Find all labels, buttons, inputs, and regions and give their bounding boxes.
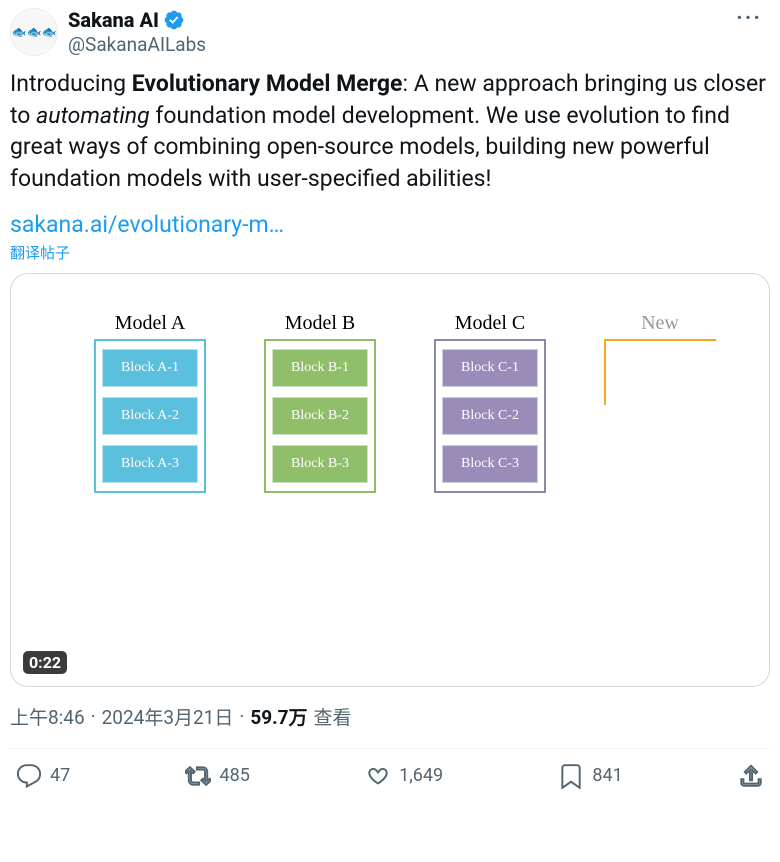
- model-block: Block B-2: [272, 397, 368, 435]
- more-options-button[interactable]: ···: [728, 8, 770, 29]
- model-title: Model B: [285, 312, 356, 335]
- tweet-container: 🐟🐟🐟 Sakana AI @SakanaAILabs ··· Introduc…: [0, 0, 780, 803]
- retweet-button[interactable]: 485: [185, 763, 249, 789]
- external-link[interactable]: sakana.ai/evolutionary-m…: [10, 211, 284, 238]
- model-title: Model C: [455, 312, 526, 335]
- avatar-image: 🐟🐟🐟: [12, 26, 57, 38]
- text-bold: Evolutionary Model Merge: [132, 70, 403, 97]
- model-block: Block A-3: [102, 445, 198, 483]
- action-bar: 47 485 1,649 841: [10, 749, 770, 803]
- diagram: Model A Block A-1 Block A-2 Block A-3 Mo…: [11, 274, 769, 686]
- dot-separator: ·: [239, 705, 244, 728]
- bookmark-button[interactable]: 841: [558, 763, 622, 789]
- like-button[interactable]: 1,649: [365, 763, 443, 789]
- model-block: Block A-2: [102, 397, 198, 435]
- model-block: Block C-3: [442, 445, 538, 483]
- model-block: Block B-3: [272, 445, 368, 483]
- model-column-c: Model C Block C-1 Block C-2 Block C-3: [431, 312, 549, 493]
- share-button[interactable]: [738, 763, 764, 789]
- dot-separator: ·: [91, 705, 96, 728]
- like-count: 1,649: [399, 765, 443, 786]
- text-italic: automating: [36, 102, 150, 129]
- bookmark-icon: [558, 763, 584, 789]
- tweet-text: Introducing Evolutionary Model Merge: A …: [10, 68, 770, 195]
- retweet-icon: [185, 763, 211, 789]
- heart-icon: [365, 763, 391, 789]
- views-count[interactable]: 59.7万: [250, 703, 307, 730]
- model-block: Block C-1: [442, 349, 538, 387]
- model-column-a: Model A Block A-1 Block A-2 Block A-3: [91, 312, 209, 493]
- avatar[interactable]: 🐟🐟🐟: [10, 8, 58, 56]
- media-card[interactable]: Model A Block A-1 Block A-2 Block A-3 Mo…: [10, 273, 770, 687]
- reply-icon: [16, 763, 42, 789]
- model-block: Block A-1: [102, 349, 198, 387]
- handle[interactable]: @SakanaAILabs: [68, 33, 206, 56]
- retweet-count: 485: [219, 765, 249, 786]
- post-date[interactable]: 2024年3月21日: [102, 703, 234, 730]
- post-time[interactable]: 上午8:46: [10, 703, 85, 730]
- model-block: Block C-2: [442, 397, 538, 435]
- reply-count: 47: [50, 765, 70, 786]
- model-box: Block C-1 Block C-2 Block C-3: [434, 339, 546, 493]
- video-duration-badge: 0:22: [23, 651, 67, 674]
- model-column-b: Model B Block B-1 Block B-2 Block B-3: [261, 312, 379, 493]
- translate-link[interactable]: 翻译帖子: [10, 242, 770, 263]
- text-segment: Introducing: [10, 70, 132, 97]
- share-icon: [738, 763, 764, 789]
- model-box: Block A-1 Block A-2 Block A-3: [94, 339, 206, 493]
- tweet-header: 🐟🐟🐟 Sakana AI @SakanaAILabs ···: [10, 8, 770, 56]
- bookmark-count: 841: [592, 765, 622, 786]
- display-name[interactable]: Sakana AI: [68, 8, 159, 32]
- model-title: New: [641, 312, 679, 335]
- reply-button[interactable]: 47: [16, 763, 70, 789]
- tweet-metadata: 上午8:46 · 2024年3月21日 · 59.7万 查看: [10, 703, 770, 749]
- views-label: 查看: [314, 703, 352, 730]
- model-block: Block B-1: [272, 349, 368, 387]
- account-names: Sakana AI @SakanaAILabs: [68, 8, 206, 56]
- model-box: Block B-1 Block B-2 Block B-3: [264, 339, 376, 493]
- verified-badge-icon: [163, 9, 185, 31]
- model-box-new: [604, 339, 716, 405]
- model-column-new: New: [601, 312, 719, 405]
- model-title: Model A: [115, 312, 186, 335]
